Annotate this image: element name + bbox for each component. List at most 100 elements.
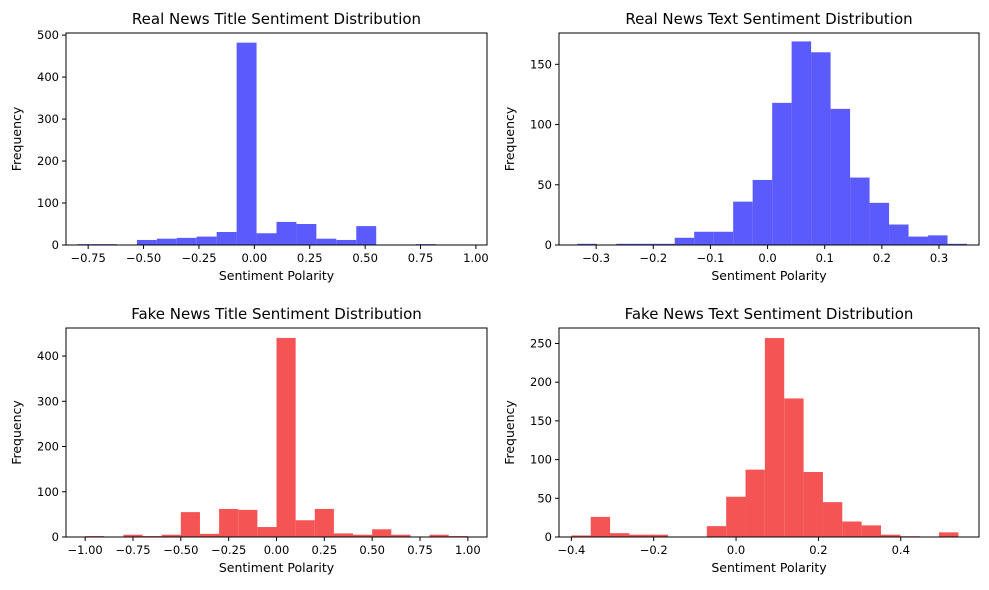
x-tick-label: 0.00 [264, 543, 290, 557]
histogram-bar [161, 534, 181, 537]
histogram-bar [314, 508, 334, 537]
histogram-bar [648, 534, 669, 537]
histogram-bar [706, 526, 727, 537]
x-tick-label: −0.75 [115, 543, 150, 557]
x-tick-label: 0.2 [873, 251, 891, 265]
chart-panel-4: −0.4 −0.2 0.0 0.2 0.4 0 50 100 150 200 250 Fake New… [502, 305, 980, 575]
histogram-bar [336, 239, 357, 245]
axes-frame [558, 32, 980, 246]
x-axis-label: Sentiment Polarity [219, 560, 335, 575]
y-axis-label: Frequency [9, 400, 24, 465]
histogram-bar [429, 534, 449, 537]
histogram-bar [713, 231, 734, 245]
histogram-bar [577, 243, 597, 245]
histogram-bar [726, 496, 746, 537]
x-axis-label: Sentiment Polarity [711, 560, 827, 575]
y-tick-label: 100 [530, 453, 552, 467]
histogram-bar [752, 179, 773, 245]
histogram-bar [176, 237, 197, 245]
x-tick-label: −0.50 [163, 543, 198, 557]
histogram-bar [180, 512, 200, 537]
x-tick-label: −0.25 [211, 543, 246, 557]
histogram-bar [830, 108, 851, 245]
y-tick-label: 0 [52, 530, 59, 544]
x-tick-label: −0.2 [639, 251, 667, 265]
y-axis-label: Frequency [502, 400, 517, 465]
histogram-bar [889, 224, 909, 245]
x-tick-label: 0.00 [242, 251, 268, 265]
x-tick-label: −0.3 [582, 251, 610, 265]
histogram-bar [123, 534, 143, 537]
x-tick-label: 1.00 [455, 543, 481, 557]
histogram-bar [881, 534, 901, 537]
x-tick-label: 0.75 [407, 543, 433, 557]
histogram-bar [947, 243, 967, 245]
histogram-bar [733, 201, 753, 245]
chart-panel-1: −0.75 −0.50 −0.25 0.00 0.25 0.50 0.75 1.00 0 100 2… [9, 10, 489, 283]
histogram-bar [295, 520, 315, 537]
y-tick-label: 50 [537, 491, 552, 505]
histogram-bar [939, 532, 959, 537]
histogram-bar [674, 237, 695, 245]
y-tick-label: 0 [545, 530, 552, 544]
x-tick-label: 0.50 [352, 251, 378, 265]
y-tick-label: 400 [37, 349, 59, 363]
x-tick-label: −0.75 [71, 251, 106, 265]
y-tick-label: 0 [52, 238, 59, 252]
histogram-bar [842, 521, 862, 537]
axes-frame [558, 327, 980, 538]
histogram-bar [772, 102, 792, 245]
histogram-bar [276, 337, 296, 537]
histogram-bar [257, 527, 277, 537]
y-axis-label: Frequency [502, 106, 517, 171]
histogram-bar [655, 243, 675, 245]
histogram-bar [811, 52, 831, 245]
x-tick-label: 0.4 [892, 543, 910, 557]
x-tick-label: −0.25 [181, 251, 216, 265]
y-tick-label: 150 [530, 57, 552, 71]
histogram-bar [219, 508, 239, 537]
histogram-bar [136, 239, 157, 245]
histogram-bar [610, 533, 630, 537]
histogram-bar [869, 202, 890, 245]
x-axis-label: Sentiment Polarity [219, 268, 335, 283]
x-axis-label: Sentiment Polarity [711, 268, 827, 283]
histogram-bar [333, 533, 354, 537]
histogram-bar [236, 42, 257, 245]
y-tick-label: 100 [37, 196, 59, 210]
x-tick-label: 0.75 [408, 251, 434, 265]
histogram-bar [635, 243, 656, 245]
chart-title: Fake News Title Sentiment Distribution [131, 305, 422, 323]
histogram-bar [764, 338, 785, 537]
x-tick-label: 0.25 [312, 543, 338, 557]
histogram-bar [850, 177, 870, 245]
x-tick-label: 0.50 [359, 543, 385, 557]
histogram-bar [590, 516, 611, 537]
histogram-bar [216, 231, 237, 245]
y-tick-label: 200 [530, 375, 552, 389]
x-tick-label: −0.4 [557, 543, 585, 557]
chart-panel-2: −0.3 −0.2 −0.1 0.0 0.1 0.2 0.3 0 50 100 150 Real Ne… [502, 10, 980, 283]
y-tick-label: 300 [37, 394, 59, 408]
histogram-bar [571, 535, 591, 537]
histogram-bar [791, 41, 812, 246]
histogram-bar [196, 236, 217, 245]
histogram-bar [156, 238, 177, 245]
y-tick-label: 50 [537, 178, 552, 192]
y-tick-label: 200 [37, 154, 59, 168]
histogram-bar [616, 243, 636, 245]
histogram-bar [784, 398, 804, 537]
chart-title: Fake News Text Sentiment Distribution [625, 305, 914, 323]
x-tick-label: 0.2 [809, 543, 827, 557]
y-tick-label: 300 [37, 112, 59, 126]
x-tick-label: 0.3 [930, 251, 948, 265]
x-tick-label: 1.00 [463, 251, 489, 265]
histogram-bar [694, 231, 714, 245]
x-tick-label: −0.1 [696, 251, 724, 265]
histogram-bar [256, 233, 277, 245]
histogram-bar [861, 525, 881, 537]
histogram-bar [822, 502, 843, 537]
histogram-bar [928, 235, 948, 245]
histogram-bar [353, 534, 373, 537]
